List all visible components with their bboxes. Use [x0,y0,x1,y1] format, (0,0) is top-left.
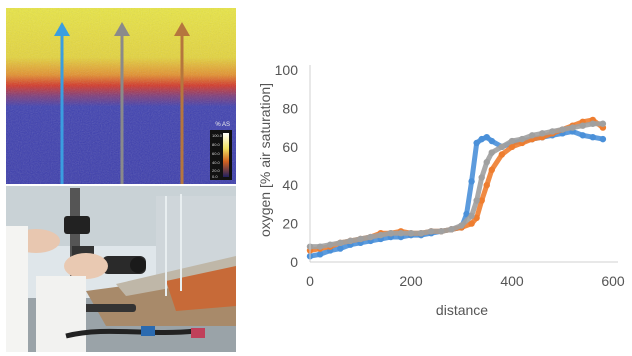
data-point [478,135,485,143]
x-tick-label: 200 [399,273,423,289]
data-point [599,120,607,127]
heatmap-svg [6,8,236,184]
data-point [488,149,495,156]
x-tick-label: 0 [306,273,314,289]
data-point [579,122,586,129]
data-point [347,237,354,245]
data-point [387,230,394,237]
data-point [539,130,546,137]
data-point [327,241,334,248]
y-tick-label: 60 [282,139,298,155]
profile-arrow-brown [174,22,190,184]
data-point [483,158,490,166]
data-point [428,228,435,235]
data-point [569,124,576,131]
x-axis-label: distance [436,302,488,318]
y-tick-label: 100 [275,62,299,78]
data-point [337,239,344,246]
data-point [458,222,465,229]
series-layer [306,116,607,260]
data-point [498,143,506,150]
data-point [357,235,364,243]
data-point [316,251,324,258]
data-point [337,245,344,252]
colorbar-tick: 100.0 [212,133,223,138]
oxygen-profile-chart: 0 20 40 60 80 100 0 200 400 600 oxygen [% air sat… [250,50,630,356]
data-point [397,230,405,237]
data-point [478,174,485,181]
data-point [559,126,566,133]
heatmap-colorbar: 100.0 80.0 60.0 40.0 20.0 0.0 [210,130,232,180]
data-point [529,132,536,139]
profile-arrow-gray [114,22,130,184]
colorbar-tick: 0.0 [212,174,218,179]
data-point [518,135,526,143]
y-tick-label: 20 [282,216,298,232]
data-point [599,135,607,143]
data-point [473,139,480,147]
series-line [307,117,606,253]
data-point [438,228,445,235]
data-point [589,120,596,127]
data-point [483,182,490,189]
series-2 [306,116,607,254]
data-point [483,134,490,141]
data-point [407,230,415,237]
data-point [468,212,475,220]
data-point [468,178,475,185]
data-point [448,226,455,233]
oxygen-heatmap-image: 100.0 80.0 60.0 40.0 20.0 0.0 % AS [6,8,236,184]
y-tick-label: 80 [282,100,298,116]
data-point [579,132,586,139]
microscope-photo-icon [6,186,236,352]
series-3 [306,120,607,250]
data-point [417,230,425,237]
x-tick-label: 400 [500,273,524,289]
data-point [488,137,495,145]
data-point [468,220,475,227]
y-tick-label: 0 [290,254,298,270]
data-point [589,134,596,141]
axis-layer: 0 20 40 60 80 100 0 200 400 600 [275,62,625,289]
data-point [549,128,556,135]
profile-arrow-blue [54,22,70,184]
series-line [307,128,606,259]
colorbar-tick: 80.0 [212,142,221,147]
data-point [473,197,480,204]
colorbar-unit: % AS [215,122,230,128]
series-line [307,121,606,250]
data-point [498,151,506,158]
data-point [488,166,495,174]
photo-illustration [6,186,236,352]
colorbar-tick: 20.0 [212,168,221,173]
colorbar-tick: 60.0 [212,151,221,156]
data-point [367,233,374,241]
data-point [473,214,480,222]
colorbar-tick: 40.0 [212,160,221,165]
data-point [478,197,485,204]
data-point [377,231,384,239]
chart-svg: 0 20 40 60 80 100 0 200 400 600 oxygen [% air sat… [257,62,625,318]
data-point [463,210,470,218]
data-point [508,137,516,145]
data-point [508,143,516,150]
y-axis-label: oxygen [% air saturation] [257,83,273,237]
data-point [316,243,324,250]
y-tick-label: 40 [282,177,298,193]
x-tick-label: 600 [601,273,625,289]
